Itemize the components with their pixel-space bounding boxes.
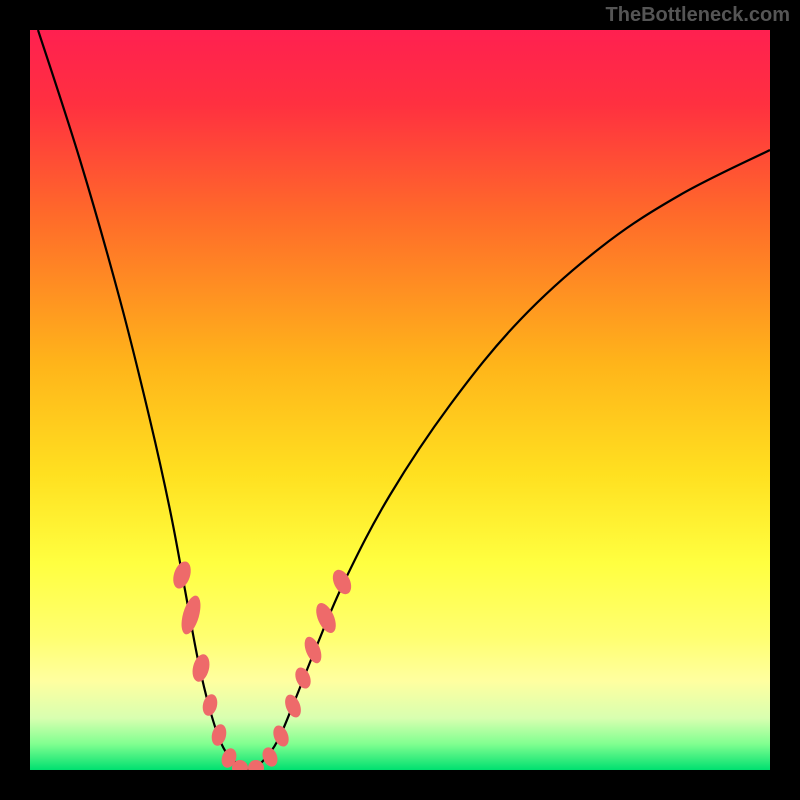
chart-container: TheBottleneck.com bbox=[0, 0, 800, 800]
plot-area bbox=[30, 30, 770, 770]
bottleneck-chart bbox=[0, 0, 800, 800]
watermark-text: TheBottleneck.com bbox=[606, 4, 790, 27]
